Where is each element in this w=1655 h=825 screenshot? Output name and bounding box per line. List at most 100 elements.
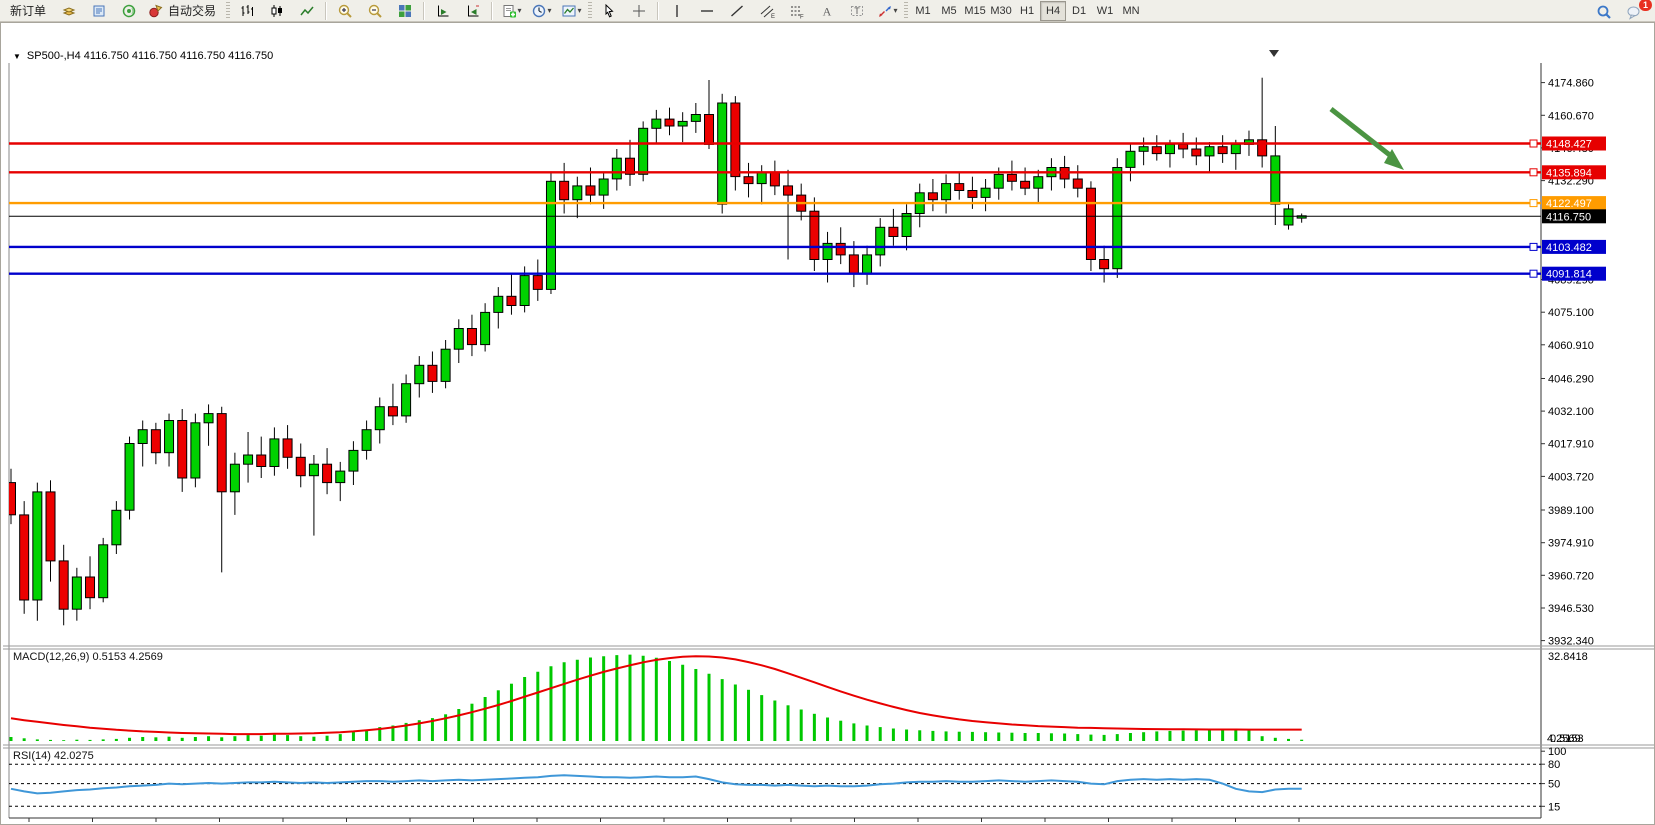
candle xyxy=(756,171,767,185)
trend-line-button[interactable] xyxy=(723,0,751,22)
equidistant-channel-button[interactable]: E xyxy=(753,0,781,22)
arrows-shapes-button[interactable]: ▾ xyxy=(873,0,901,22)
candle xyxy=(1112,167,1123,270)
periods-clock-button[interactable]: ▾ xyxy=(527,0,555,22)
timeframe-m30-button[interactable]: M30 xyxy=(990,4,1012,17)
gold-stack-button[interactable] xyxy=(55,0,83,22)
zoom-out-button[interactable] xyxy=(361,0,389,22)
toolbar-drag-handle[interactable] xyxy=(226,1,231,20)
candles[interactable] xyxy=(7,77,1307,626)
price-tick-label: 4017.910 xyxy=(1548,439,1594,451)
crosshair-button[interactable] xyxy=(625,0,653,22)
timeframe-w1-button[interactable]: W1 xyxy=(1096,4,1114,17)
candle xyxy=(730,102,741,178)
candle xyxy=(519,275,530,307)
timeframe-h4-button[interactable]: H4 xyxy=(1040,0,1067,21)
bar-chart-button[interactable] xyxy=(233,0,261,22)
candle xyxy=(1072,178,1083,189)
new-chart-button[interactable]: ▾ xyxy=(497,0,525,22)
level-line-anchor[interactable] xyxy=(1529,168,1538,177)
level-line-anchor[interactable] xyxy=(1529,199,1538,208)
chart-canvas[interactable]: 4174.8604160.6704146.4804132.2904089.290… xyxy=(1,23,1655,825)
timeframe-m1-button[interactable]: M1 xyxy=(915,4,931,17)
line-chart-button[interactable] xyxy=(293,0,321,22)
dropdown-arrow-icon[interactable]: ▾ xyxy=(517,6,522,15)
dropdown-arrow-icon[interactable]: ▾ xyxy=(893,6,898,15)
zoom-in-button[interactable] xyxy=(331,0,359,22)
cursor-button[interactable] xyxy=(595,0,623,22)
candle xyxy=(216,413,227,493)
timeframe-m5-button[interactable]: M5 xyxy=(941,4,957,17)
arrows-shapes-icon xyxy=(878,5,891,17)
candle xyxy=(269,438,280,467)
timeframe-h1-button[interactable]: H1 xyxy=(1020,4,1035,17)
main-toolbar: 新订单 自动交易 ▾ ▾ ▾ E F A T ▾ M1 M5 M15 M30 H1 H4 D1 W1 MN 1 xyxy=(0,0,1655,22)
tile-windows-button[interactable] xyxy=(391,0,419,22)
candlestick-chart-button[interactable] xyxy=(263,0,291,22)
candle xyxy=(1270,155,1281,205)
candle xyxy=(927,192,938,201)
candle xyxy=(677,120,688,127)
candle xyxy=(783,185,794,196)
timeframe-mn-button[interactable]: MN xyxy=(1122,4,1140,17)
text-button[interactable]: A xyxy=(813,0,841,22)
level-line-anchor[interactable] xyxy=(1529,269,1538,278)
trend-arrow-annotation[interactable] xyxy=(1329,107,1404,170)
candle xyxy=(704,114,715,145)
search-button[interactable] xyxy=(1590,1,1618,23)
candle xyxy=(506,295,517,306)
trend-line-icon xyxy=(731,4,744,17)
new-order-button[interactable]: 新订单 xyxy=(3,0,53,22)
autotrading-label: 自动交易 xyxy=(168,4,217,18)
candle xyxy=(1283,208,1294,226)
timeframe-m15-button[interactable]: M15 xyxy=(964,4,986,17)
autotrading-button[interactable]: 自动交易 xyxy=(145,0,223,22)
fibonacci-icon: F xyxy=(791,6,804,19)
chart-shift-marker[interactable] xyxy=(1269,50,1279,57)
chart-window[interactable]: 4174.8604160.6704146.4804132.2904089.290… xyxy=(0,22,1655,825)
macd-signal-line xyxy=(10,655,1302,736)
candle xyxy=(862,254,873,274)
chart-template-button[interactable]: ▾ xyxy=(557,0,585,22)
toolbar-drag-handle[interactable] xyxy=(904,1,909,20)
horizontal-line-button[interactable] xyxy=(693,0,721,22)
price-tick-label: 3946.530 xyxy=(1548,603,1594,615)
green-broadcast-button[interactable] xyxy=(115,0,143,22)
candle xyxy=(164,420,175,454)
dropdown-arrow-icon[interactable]: ▾ xyxy=(547,6,552,15)
candle xyxy=(85,576,96,599)
candle xyxy=(1099,259,1110,270)
gold-stack-icon xyxy=(62,6,76,16)
candle xyxy=(954,183,965,192)
zoom-in-icon xyxy=(338,4,352,18)
toolbar-separator xyxy=(491,1,494,20)
collapse-arrow-icon[interactable]: ▼ xyxy=(13,52,21,61)
level-line-anchor[interactable] xyxy=(1529,139,1538,148)
text-label-button[interactable]: T xyxy=(843,0,871,22)
chat-button[interactable]: 1 xyxy=(1620,0,1652,23)
candle xyxy=(1164,143,1175,155)
svg-text:4091.814: 4091.814 xyxy=(1546,269,1592,281)
crosshair-icon xyxy=(633,4,646,17)
indicator-window-add-button[interactable] xyxy=(429,0,457,22)
price-tick-label: 3989.100 xyxy=(1548,505,1594,517)
indicator-window-remove-button[interactable] xyxy=(459,0,487,22)
fibonacci-button[interactable]: F xyxy=(783,0,811,22)
level-line-anchor[interactable] xyxy=(1529,242,1538,251)
timeframe-d1-button[interactable]: D1 xyxy=(1072,4,1087,17)
candle xyxy=(941,183,952,201)
chart-title: ▼ SP500-,H4 4116.750 4116.750 4116.750 41… xyxy=(13,50,273,62)
blue-page-button[interactable] xyxy=(85,0,113,22)
candle xyxy=(387,406,398,417)
svg-text:E: E xyxy=(771,14,775,19)
candle xyxy=(45,491,56,562)
pane-splitter[interactable] xyxy=(3,645,1654,749)
candle xyxy=(638,127,649,175)
text-label-icon: T xyxy=(851,5,864,16)
vertical-line-button[interactable] xyxy=(663,0,691,22)
dropdown-arrow-icon[interactable]: ▾ xyxy=(577,6,582,15)
toolbar-drag-handle[interactable] xyxy=(588,1,593,20)
